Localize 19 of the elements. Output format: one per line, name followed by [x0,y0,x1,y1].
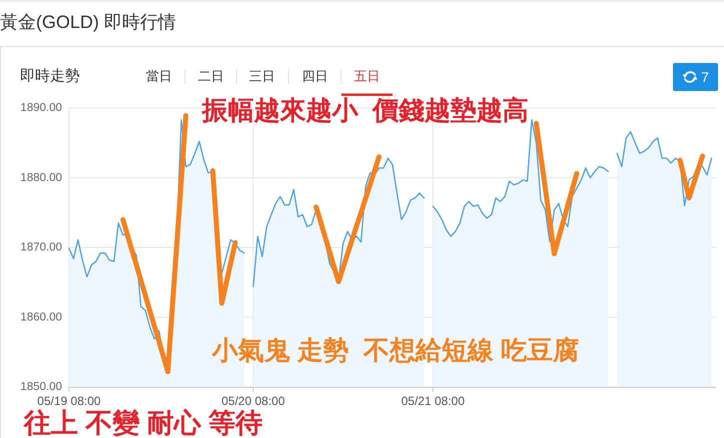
tab-label: 五日 [354,68,380,84]
subtitle: 即時走勢 [20,68,80,84]
y-tick-label: 1880.00 [20,172,62,184]
tab-label: 二日 [198,68,224,84]
tab-label: 四日 [302,68,328,84]
title: 黃金(GOLD) 即時行情 [0,12,176,32]
y-tick-label: 1890.00 [20,102,62,114]
button-refresh: 7 [673,63,718,91]
y-tick-label: 1850.00 [20,381,62,393]
x-tick-label: 05/21 08:00 [401,394,465,408]
note: 往上 不變 耐心 等待 [24,408,263,438]
y-tick-label: 1870.00 [20,242,62,254]
tab-label: 三日 [249,68,275,84]
note: 小氣鬼 走勢 不想給短線 吃豆腐 [212,335,579,365]
x-tick-label: 05/20 08:00 [222,394,285,408]
x-tick-label: 05/19 08:00 [37,394,101,408]
note: 振幅越來越小 價錢越墊越高 [202,95,528,125]
y-tick-label: 1860.00 [20,311,62,324]
tab-label: 當日 [146,68,172,84]
